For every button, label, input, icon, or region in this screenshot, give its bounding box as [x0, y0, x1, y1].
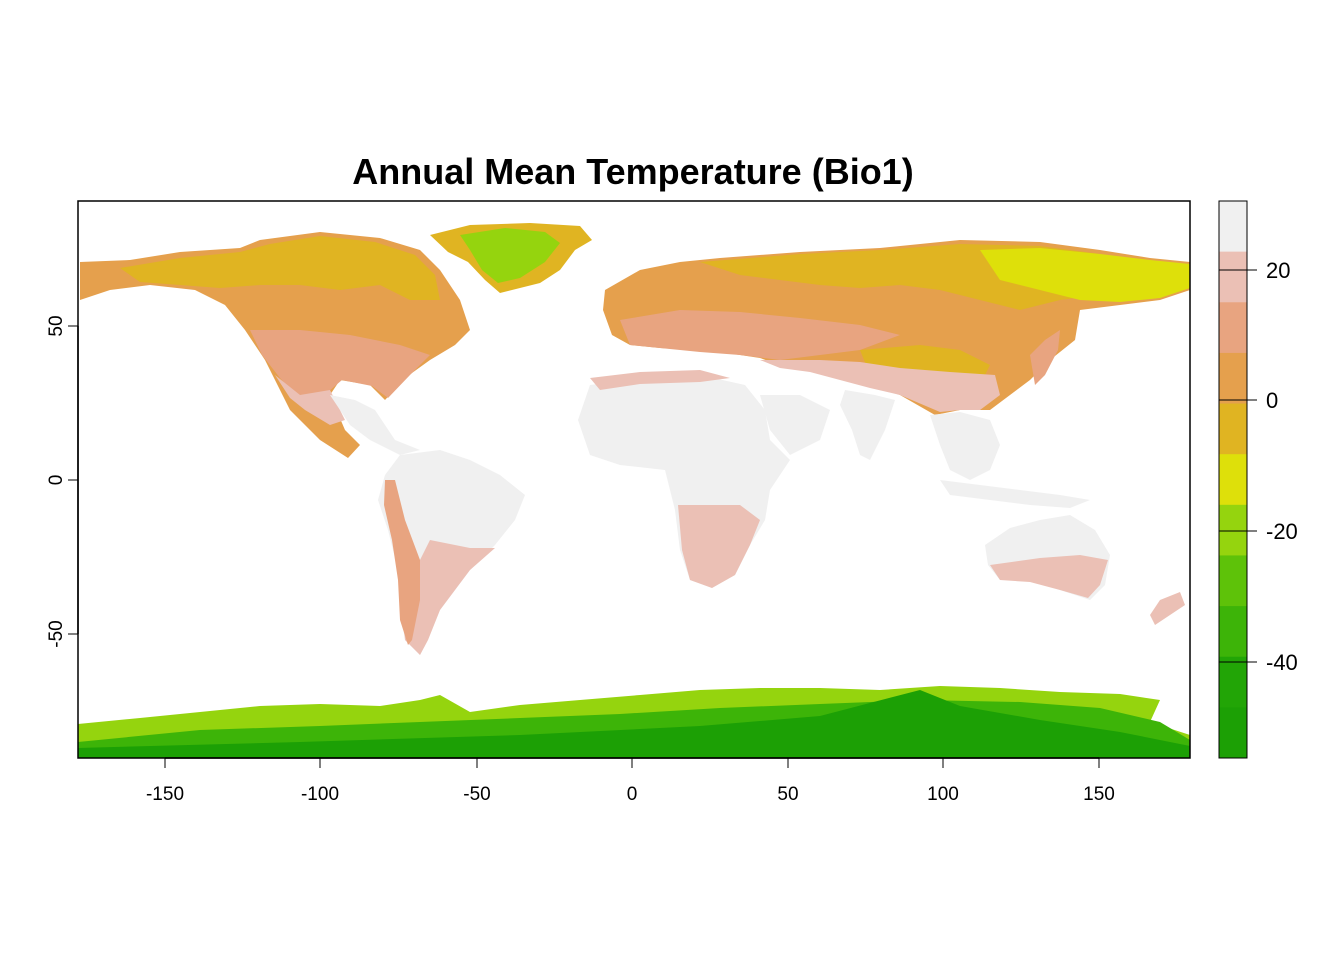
legend-swatch: [1219, 454, 1247, 506]
y-tick-label: -50: [46, 620, 67, 647]
land-greenland-ice: [460, 228, 560, 283]
land-antarctica-plateau: [78, 690, 1190, 758]
land-south-america-temperate: [402, 540, 495, 655]
land-arabia: [760, 395, 830, 455]
land-new-zealand: [1150, 592, 1185, 625]
legend-swatch: [1219, 201, 1247, 253]
map-plot-area: [77, 200, 1191, 759]
legend-swatch: [1219, 504, 1247, 556]
land-indonesia: [940, 480, 1090, 508]
x-tick-label: 0: [627, 784, 638, 805]
x-tick-label: 50: [777, 784, 798, 805]
land-africa-south: [678, 505, 760, 588]
land-andes: [384, 480, 420, 645]
y-tick-label: 50: [46, 315, 67, 336]
legend-swatch: [1219, 403, 1247, 455]
land-asia-warm: [620, 310, 900, 360]
land-africa-north-coast: [590, 370, 730, 390]
land-north-america-hot: [275, 375, 345, 425]
land-south-asia: [760, 360, 1000, 412]
map-title: Annual Mean Temperature (Bio1): [352, 151, 913, 192]
legend-swatch: [1219, 656, 1247, 708]
land-central-america: [330, 395, 420, 455]
x-axis: -150 -100 -50 0 50 100 150: [146, 757, 1115, 805]
color-legend: 20 0 -20 -40: [1218, 200, 1298, 759]
land-india: [840, 390, 895, 460]
x-tick-label: 100: [927, 784, 959, 805]
land-japan: [1030, 330, 1060, 385]
legend-swatch: [1219, 606, 1247, 658]
legend-label: 20: [1266, 258, 1290, 283]
land-southeast-asia: [930, 412, 1000, 480]
legend-swatch: [1219, 302, 1247, 354]
land-siberia-cold: [980, 248, 1190, 302]
land-australia-south: [990, 555, 1108, 598]
legend-label: -40: [1266, 650, 1298, 675]
y-tick-label: 0: [46, 475, 67, 486]
x-tick-label: -50: [463, 784, 490, 805]
legend-swatch: [1219, 251, 1247, 303]
x-tick-label: -100: [301, 784, 339, 805]
legend-label: -20: [1266, 519, 1298, 544]
land-north-america-warm: [250, 330, 430, 400]
land-north-america-cool: [120, 236, 440, 300]
legend-swatch: [1219, 707, 1247, 759]
legend-label: 0: [1266, 388, 1278, 413]
legend-swatch: [1219, 352, 1247, 405]
y-axis: 50 0 -50: [46, 315, 79, 648]
legend-swatch: [1219, 555, 1247, 607]
legend-swatches: [1219, 201, 1247, 759]
x-tick-label: -150: [146, 784, 184, 805]
legend-frame: [1218, 200, 1248, 759]
x-tick-label: 150: [1083, 784, 1115, 805]
